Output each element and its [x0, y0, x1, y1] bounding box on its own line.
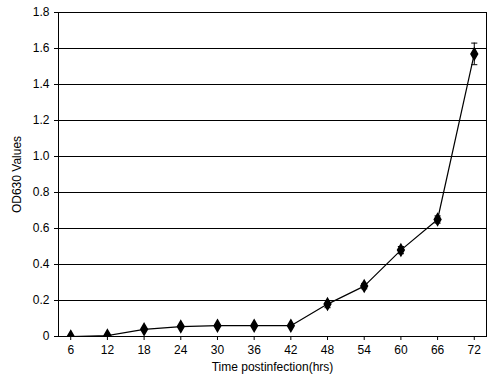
svg-text:0.2: 0.2 [33, 293, 50, 307]
svg-text:6: 6 [67, 343, 74, 357]
svg-text:0.8: 0.8 [33, 185, 50, 199]
svg-text:48: 48 [321, 343, 335, 357]
svg-text:1.8: 1.8 [33, 5, 50, 19]
svg-text:0.6: 0.6 [33, 221, 50, 235]
svg-text:OD630 Values: OD630 Values [10, 136, 24, 213]
svg-text:1.0: 1.0 [33, 149, 50, 163]
svg-text:1.6: 1.6 [33, 41, 50, 55]
svg-text:24: 24 [174, 343, 188, 357]
svg-text:66: 66 [431, 343, 445, 357]
svg-text:60: 60 [394, 343, 408, 357]
svg-text:1.2: 1.2 [33, 113, 50, 127]
svg-text:30: 30 [211, 343, 225, 357]
svg-text:12: 12 [101, 343, 115, 357]
svg-text:36: 36 [247, 343, 261, 357]
svg-text:1.4: 1.4 [33, 77, 50, 91]
svg-text:54: 54 [358, 343, 372, 357]
svg-text:Time postinfection(hrs): Time postinfection(hrs) [212, 360, 334, 374]
svg-text:42: 42 [284, 343, 298, 357]
svg-text:0.4: 0.4 [33, 257, 50, 271]
svg-text:0: 0 [43, 329, 50, 343]
svg-text:72: 72 [468, 343, 482, 357]
svg-text:18: 18 [137, 343, 151, 357]
